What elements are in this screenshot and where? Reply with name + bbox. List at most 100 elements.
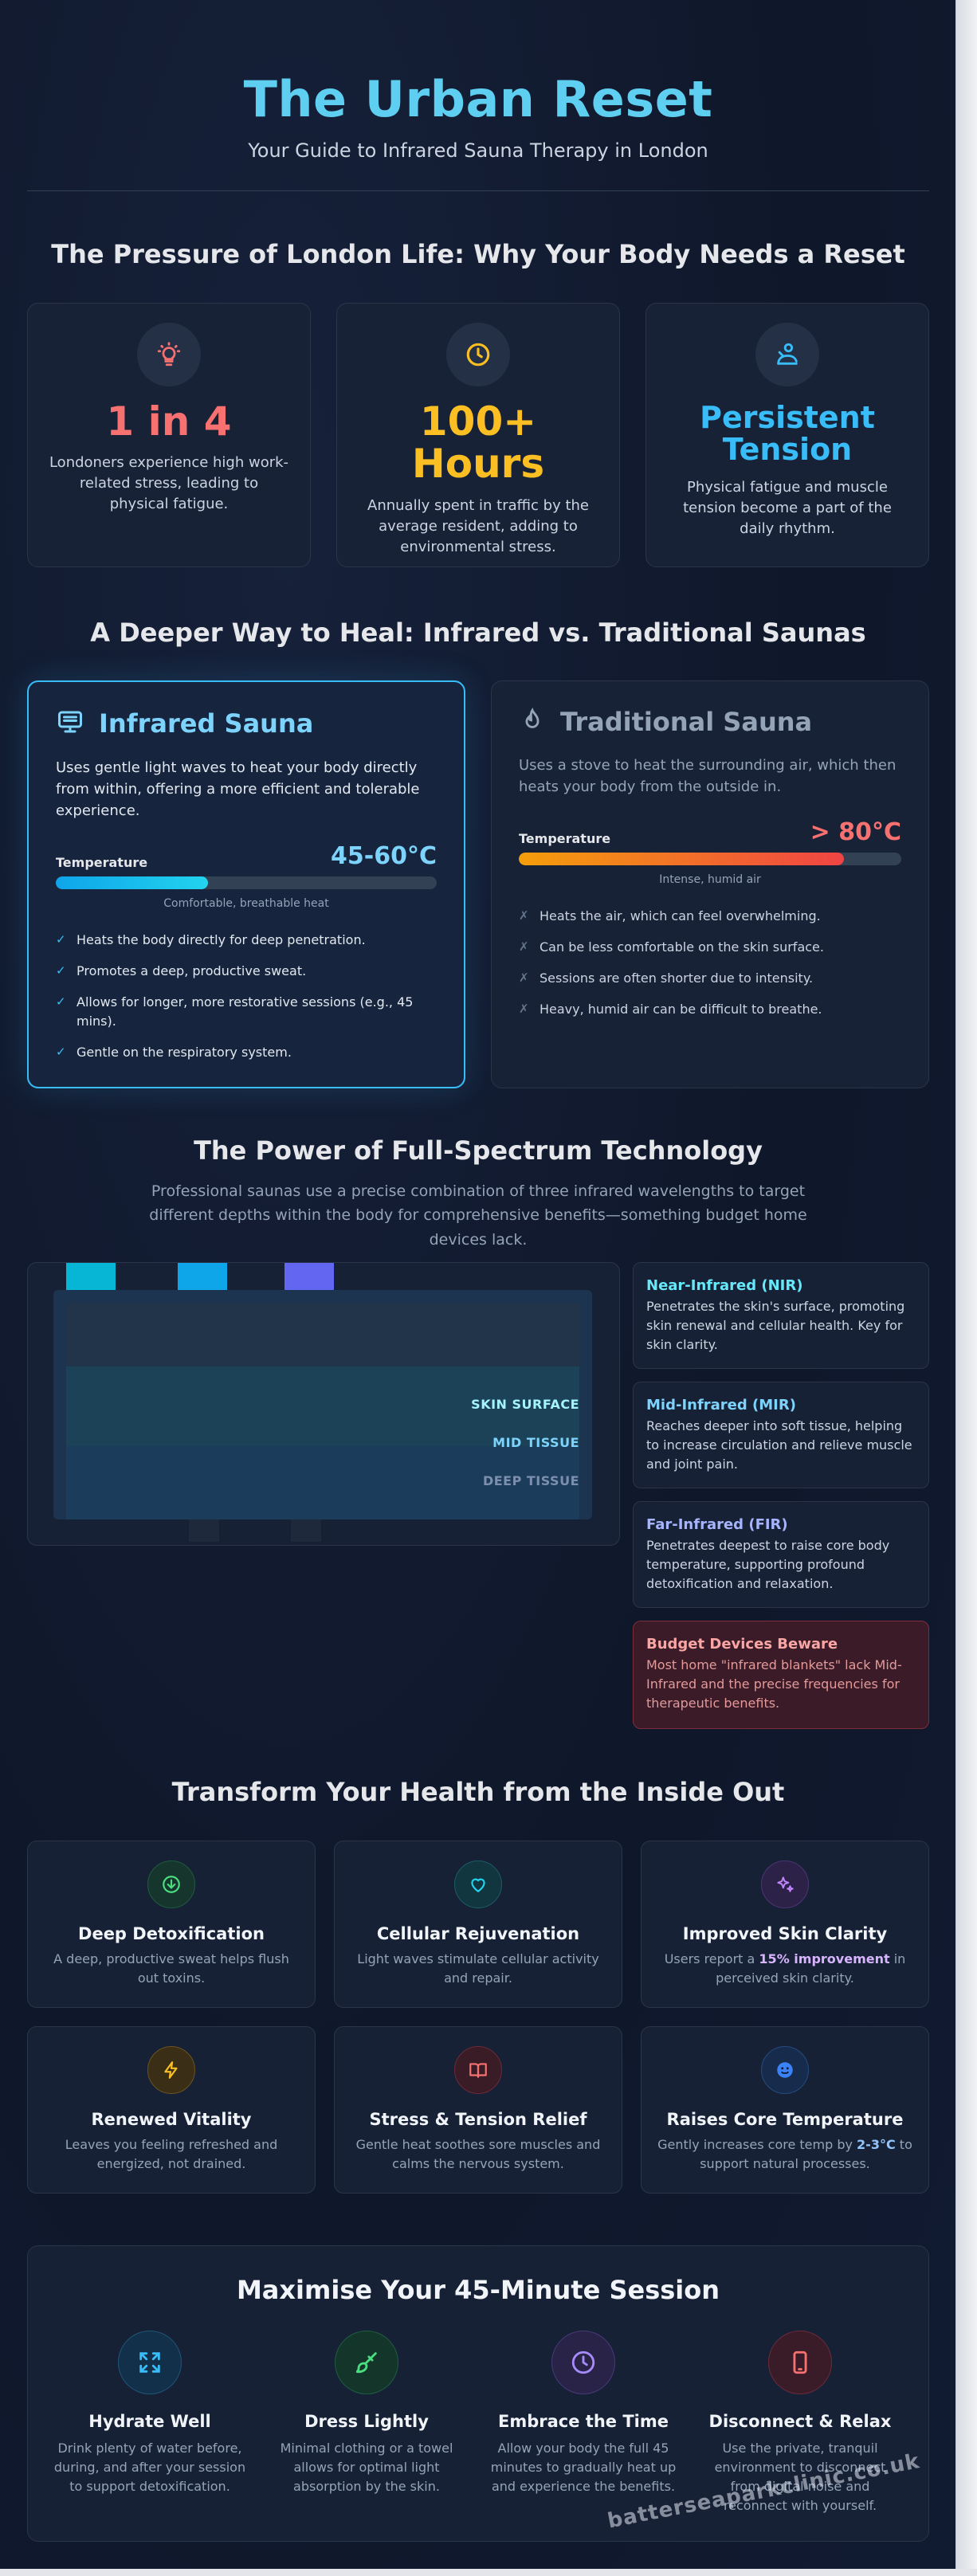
check-icon: ✓ <box>56 932 66 947</box>
tip-hydrate: Hydrate Well Drink plenty of water befor… <box>50 2331 249 2496</box>
stat-value-line2: Hours <box>411 440 545 487</box>
cross-icon: ✗ <box>519 908 529 923</box>
tip-title: Hydrate Well <box>88 2412 211 2431</box>
traditional-desc: Uses a stove to heat the surrounding air… <box>519 757 897 795</box>
infrared-sauna-card: Infrared Sauna Uses gentle light waves t… <box>27 680 465 1088</box>
person-stretch-icon <box>755 323 819 386</box>
benefit-title: Deep Detoxification <box>78 1924 265 1943</box>
benefit-highlight: 15% improvement <box>759 1951 890 1966</box>
benefit-card-vitality: Renewed Vitality Leaves you feeling refr… <box>27 2026 316 2194</box>
temperature-label: Temperature <box>56 855 148 870</box>
tip-disconnect: Disconnect & Relax Use the private, tran… <box>700 2331 900 2515</box>
feature-item: ✓ Heats the body directly for deep penetr… <box>56 931 437 950</box>
spectrum-desc: Professional saunas use a precise combin… <box>149 1182 807 1249</box>
benefit-text: Gently increases core temp by 2-3°C to s… <box>642 2135 928 2174</box>
tip-text: Use the private, tranquil environment to… <box>714 2441 886 2513</box>
page-title: The Urban Reset <box>243 70 713 128</box>
heart-icon <box>454 1860 502 1908</box>
benefit-text: A deep, productive sweat helps flush out… <box>53 1951 289 1986</box>
benefit-card-core-temp: Raises Core Temperature Gently increases… <box>641 2026 929 2194</box>
budget-warning-card: Budget Devices Beware Most home "infrare… <box>633 1621 929 1729</box>
stat-text: Annually spent in traffic by the average… <box>367 497 589 556</box>
infrared-title: Infrared Sauna <box>99 708 314 739</box>
benefit-card-detox: Deep Detoxification A deep, productive s… <box>27 1841 316 2008</box>
tip-title: Embrace the Time <box>498 2412 669 2431</box>
nir-card: Near-Infrared (NIR) Penetrates the skin'… <box>633 1262 929 1369</box>
temperature-value: > 80°C <box>810 818 901 846</box>
fir-text: Penetrates deepest to raise core body te… <box>646 1538 890 1591</box>
tip-text: Allow your body the full 45 minutes to g… <box>490 2441 677 2494</box>
layer-label-skin: SKIN SURFACE <box>471 1397 579 1412</box>
tip-text: Drink plenty of water before, during, an… <box>53 2441 246 2494</box>
stat-card-stress: 1 in 4 Londoners experience high work-re… <box>27 303 311 567</box>
benefit-title: Improved Skin Clarity <box>682 1924 888 1943</box>
mir-emitter <box>178 1263 227 1290</box>
clock-icon <box>446 323 510 386</box>
feature-item: ✓ Promotes a deep, productive sweat. <box>56 962 437 981</box>
stat-value: 1 in 4 <box>106 398 232 445</box>
check-icon: ✓ <box>56 1045 66 1059</box>
traditional-sauna-card: Traditional Sauna Uses a stove to heat t… <box>491 680 929 1088</box>
budget-title: Budget Devices Beware <box>646 1636 838 1653</box>
feature-text: Can be less comfortable on the skin surf… <box>540 939 824 955</box>
feature-text: Promotes a deep, productive sweat. <box>77 963 307 978</box>
benefit-title: Cellular Rejuvenation <box>376 1924 580 1943</box>
benefit-text-before: Users report a <box>664 1951 759 1966</box>
benefit-title: Renewed Vitality <box>91 2110 252 2129</box>
page-bottom-edge <box>0 2569 977 2576</box>
mir-title: Mid-Infrared (MIR) <box>646 1397 796 1413</box>
pressure-section-title: The Pressure of London Life: Why Your Bo… <box>51 239 905 269</box>
benefit-text: Gentle heat soothes sore muscles and cal… <box>355 2137 601 2171</box>
benefit-title: Stress & Tension Relief <box>369 2110 587 2129</box>
surface-band <box>66 1303 579 1366</box>
fir-beam-tail <box>291 1519 321 1542</box>
layer-label-mid: MID TISSUE <box>492 1435 579 1450</box>
book-open-icon <box>454 2046 502 2094</box>
benefit-card-rejuvenation: Cellular Rejuvenation Light waves stimul… <box>334 1841 622 2008</box>
feature-item: ✗ Can be less comfortable on the skin sur… <box>519 938 901 957</box>
feature-item: ✓ Gentle on the respiratory system. <box>56 1043 437 1062</box>
feature-text: Heats the body directly for deep penetra… <box>77 932 366 947</box>
mir-text: Reaches deeper into soft tissue, helping… <box>646 1418 912 1472</box>
clock-icon <box>551 2331 615 2394</box>
cross-icon: ✗ <box>519 1002 529 1016</box>
skin-cross-section: SKIN SURFACE MID TISSUE DEEP TISSUE <box>53 1290 592 1519</box>
check-icon: ✓ <box>56 963 66 978</box>
nir-emitter <box>66 1263 116 1290</box>
benefit-card-skin: Improved Skin Clarity Users report a 15%… <box>641 1841 929 2008</box>
traditional-title: Traditional Sauna <box>560 707 813 737</box>
feature-text: Allows for longer, more restorative sess… <box>77 994 414 1029</box>
layer-label-deep: DEEP TISSUE <box>482 1473 579 1488</box>
nir-text: Penetrates the skin's surface, promoting… <box>646 1299 905 1352</box>
smile-icon <box>761 2046 809 2094</box>
expand-arrows-icon <box>118 2331 182 2394</box>
feature-item: ✓ Allows for longer, more restorative ses… <box>56 993 437 1031</box>
benefit-title: Raises Core Temperature <box>666 2110 904 2129</box>
phone-icon <box>768 2331 832 2394</box>
benefits-section-title: Transform Your Health from the Inside Ou… <box>171 1777 785 1807</box>
session-title: Maximise Your 45-Minute Session <box>236 2275 720 2305</box>
feature-item: ✗ Sessions are often shorter due to inten… <box>519 969 901 988</box>
flame-icon <box>519 707 546 737</box>
stat-value-line2: Tension <box>722 431 853 467</box>
budget-text: Most home "infrared blankets" lack Mid-I… <box>646 1657 902 1711</box>
traditional-feature-list: ✗ Heats the air, which can feel overwhelm… <box>519 907 901 1019</box>
stat-value-line1: Persistent <box>700 400 875 435</box>
temperature-note: Intense, humid air <box>659 873 761 886</box>
stat-card-tension: Persistent Tension Physical fatigue and … <box>645 303 929 567</box>
temperature-bar-fill <box>56 876 209 889</box>
temperature-bar <box>56 876 437 889</box>
stat-value: Persistent Tension <box>646 402 928 466</box>
page-subtitle: Your Guide to Infrared Sauna Therapy in … <box>248 139 708 162</box>
lightning-icon <box>147 2046 195 2094</box>
temperature-value: 45-60°C <box>331 842 437 870</box>
feature-item: ✗ Heavy, humid air can be difficult to br… <box>519 1000 901 1019</box>
page-shadow <box>956 0 977 2576</box>
nir-title: Near-Infrared (NIR) <box>646 1277 803 1294</box>
fir-title: Far-Infrared (FIR) <box>646 1516 788 1533</box>
benefit-text-after: to support natural processes. <box>700 2137 912 2171</box>
header: The Urban Reset Your Guide to Infrared S… <box>27 0 929 191</box>
temperature-label: Temperature <box>519 831 611 846</box>
check-icon: ✓ <box>56 994 66 1009</box>
stat-text: Physical fatigue and muscle tension beco… <box>683 478 892 537</box>
